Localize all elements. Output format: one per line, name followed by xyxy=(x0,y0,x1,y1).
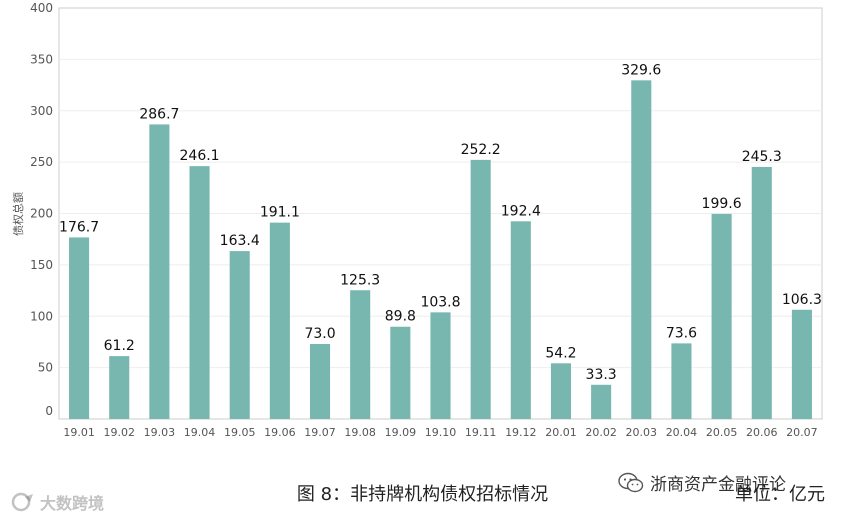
value-label: 176.7 xyxy=(59,219,99,235)
x-tick-label: 19.03 xyxy=(144,426,176,439)
x-tick-label: 19.11 xyxy=(465,426,497,439)
x-tick-label: 19.05 xyxy=(224,426,256,439)
y-tick-label: 0 xyxy=(45,404,53,418)
bar-20.02 xyxy=(591,384,612,419)
value-label: 246.1 xyxy=(180,148,220,164)
bar-19.08 xyxy=(350,290,371,419)
bar-19.02 xyxy=(109,356,130,419)
value-label: 73.0 xyxy=(304,326,335,342)
bars xyxy=(69,80,812,420)
y-tick-label: 50 xyxy=(38,361,53,375)
value-label: 33.3 xyxy=(586,367,617,383)
x-tick-label: 19.01 xyxy=(63,426,95,439)
logo-icon xyxy=(11,492,33,512)
value-label: 329.6 xyxy=(621,62,661,78)
value-label: 103.8 xyxy=(420,294,460,310)
bar-20.06 xyxy=(751,166,772,419)
x-tick-label: 20.06 xyxy=(746,426,778,439)
bar-19.03 xyxy=(149,124,170,420)
bar-20.05 xyxy=(711,213,732,419)
x-tick-label: 20.05 xyxy=(706,426,738,439)
value-label: 192.4 xyxy=(501,203,541,219)
y-tick-labels: 0 50 100 150 200 250 300 350 400 xyxy=(30,1,53,418)
figure-caption: 图 8：非持牌机构债权招标情况 xyxy=(296,484,549,505)
bar-20.04 xyxy=(671,343,692,419)
bar-20.01 xyxy=(550,363,572,419)
x-tick-label: 19.09 xyxy=(385,426,417,439)
bar-chart: 0 50 100 150 200 250 300 350 400 176.7 61.2 286.7 2… xyxy=(11,1,823,439)
bar-20.03 xyxy=(631,80,652,419)
watermark-text: 大数跨境 xyxy=(40,494,105,513)
x-tick-label: 19.02 xyxy=(103,426,135,439)
x-tick-label: 19.10 xyxy=(425,426,457,439)
wechat-source: 浙商资产金融评论 xyxy=(618,470,786,495)
x-tick-label: 19.04 xyxy=(184,426,216,439)
bar-19.07 xyxy=(309,343,331,419)
y-tick-label: 100 xyxy=(30,309,53,323)
wechat-account-name: 浙商资产金融评论 xyxy=(650,475,786,495)
bar-19.12 xyxy=(510,221,531,419)
unit-label: 单位：亿元 xyxy=(735,484,825,505)
value-label: 191.1 xyxy=(260,205,300,221)
bar-19.05 xyxy=(229,251,250,419)
x-tick-label: 20.01 xyxy=(545,426,577,439)
value-label: 199.6 xyxy=(702,196,742,212)
value-label: 106.3 xyxy=(782,292,822,308)
x-tick-label: 19.12 xyxy=(505,426,537,439)
y-tick-label: 200 xyxy=(30,207,53,221)
y-axis-label: 债权总额 xyxy=(11,192,25,236)
y-tick-label: 300 xyxy=(30,104,53,118)
y-tick-label: 400 xyxy=(30,1,53,15)
x-tick-label: 20.02 xyxy=(585,426,617,439)
bar-19.04 xyxy=(189,166,210,419)
x-tick-label: 19.08 xyxy=(344,426,376,439)
bar-19.06 xyxy=(269,222,290,419)
y-tick-label: 350 xyxy=(30,52,53,66)
bar-19.01 xyxy=(69,237,90,419)
value-label: 61.2 xyxy=(104,338,135,354)
x-tick-label: 20.03 xyxy=(626,426,658,439)
bar-20.07 xyxy=(791,309,812,419)
y-tick-label: 250 xyxy=(30,155,53,169)
x-tick-labels: 19.01 19.02 19.03 19.04 19.05 19.06 19.07 19.08… xyxy=(63,426,817,439)
wechat-icon xyxy=(618,472,644,492)
value-label: 54.2 xyxy=(545,345,576,361)
value-label: 252.2 xyxy=(461,142,501,158)
bar-19.11 xyxy=(470,159,491,419)
value-label: 245.3 xyxy=(742,149,782,165)
value-label: 163.4 xyxy=(220,233,260,249)
x-tick-label: 20.04 xyxy=(666,426,698,439)
bar-19.10 xyxy=(430,312,451,419)
value-label: 89.8 xyxy=(385,309,416,325)
gridlines xyxy=(59,58,822,369)
x-tick-label: 20.07 xyxy=(786,426,818,439)
value-label: 125.3 xyxy=(340,272,380,288)
value-label: 286.7 xyxy=(139,106,179,122)
watermark: 大数跨境 xyxy=(10,490,104,514)
y-tick-label: 150 xyxy=(30,258,53,272)
value-label: 73.6 xyxy=(666,325,697,341)
x-tick-label: 19.07 xyxy=(304,426,336,439)
x-tick-label: 19.06 xyxy=(264,426,296,439)
bar-19.09 xyxy=(390,326,411,419)
